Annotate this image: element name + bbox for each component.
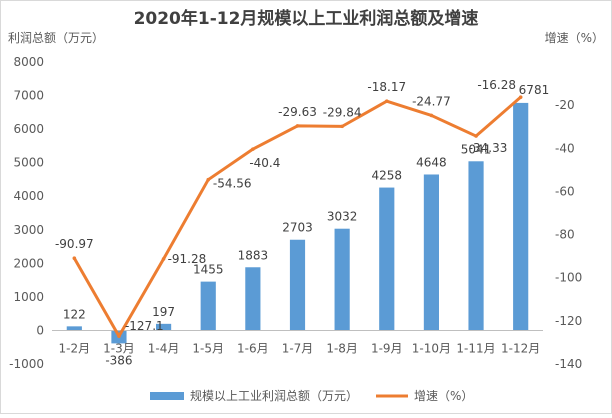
x-tick-label: 1-4月 bbox=[148, 341, 180, 355]
line-data-label: -24.77 bbox=[412, 94, 451, 108]
x-tick-label: 1-6月 bbox=[237, 341, 269, 355]
line-point bbox=[340, 124, 344, 129]
y-left-tick-label: 3000 bbox=[13, 223, 44, 237]
bar-data-label: 4258 bbox=[371, 169, 402, 183]
x-tick-label: 1-8月 bbox=[326, 341, 358, 355]
bar-data-label: 1455 bbox=[193, 263, 224, 277]
line-point bbox=[72, 256, 77, 261]
bar bbox=[423, 174, 439, 331]
line-data-label: -91.28 bbox=[168, 252, 207, 266]
y-right-tick-label: -120 bbox=[555, 314, 582, 328]
bar bbox=[156, 323, 172, 331]
x-tick-label: 1-9月 bbox=[371, 341, 403, 355]
y-right-tick-label: -140 bbox=[555, 357, 582, 371]
line-data-label: -16.28 bbox=[477, 78, 516, 92]
bar-data-label: 122 bbox=[63, 307, 86, 321]
bar-data-label: 6781 bbox=[519, 83, 550, 97]
line-point bbox=[161, 257, 166, 261]
bar bbox=[200, 281, 216, 331]
line-data-labels: -90.97 -127.1 -91.28 -54.56 -40.4 -29.63 -29.8… bbox=[55, 78, 516, 333]
line-point bbox=[518, 95, 523, 99]
line-data-label: -40.4 bbox=[249, 156, 280, 170]
y-left-tick-label: 0 bbox=[36, 323, 44, 337]
line-point bbox=[251, 147, 255, 151]
x-tick-label: 1-11月 bbox=[456, 341, 495, 355]
bar bbox=[334, 228, 350, 331]
x-tick-label: 1-5月 bbox=[192, 341, 224, 355]
y-left-tick-label: 7000 bbox=[13, 89, 44, 103]
line-data-label: -127.1 bbox=[125, 319, 164, 333]
y-left-tick-label: 2000 bbox=[13, 256, 44, 270]
y-axis-right-label: 增速（%） bbox=[545, 31, 604, 45]
line-point bbox=[117, 334, 121, 338]
x-axis-ticks: 1-2月 1-3月 1-4月 1-5月 1-6月 1-7月 1-8月 1-9月 1-10月 1-1… bbox=[59, 341, 541, 355]
line-point bbox=[206, 177, 211, 182]
bar bbox=[468, 161, 484, 331]
line-data-label: -18.17 bbox=[367, 80, 406, 94]
line-data-label: -34.33 bbox=[469, 141, 508, 155]
legend-label-line: 增速（%） bbox=[414, 389, 473, 403]
y-axis-right: -140 -120 -100 -80 -60 -40 -20 bbox=[555, 98, 582, 371]
line-data-label: -90.97 bbox=[55, 237, 94, 251]
y-right-tick-label: -60 bbox=[555, 184, 575, 198]
bar-data-label: 1883 bbox=[238, 248, 269, 262]
x-tick-label: 1-2月 bbox=[59, 341, 91, 355]
x-tick-label: 1-12月 bbox=[501, 341, 540, 355]
y-right-tick-label: -80 bbox=[555, 228, 575, 242]
x-tick-label: 1-7月 bbox=[282, 341, 314, 355]
legend: 规模以上工业利润总额（万元） 增速（%） bbox=[150, 388, 473, 403]
y-left-tick-label: 6000 bbox=[13, 122, 44, 136]
legend-swatch-bars bbox=[150, 392, 184, 400]
bar bbox=[245, 267, 261, 331]
bar-data-label: 5041 bbox=[461, 142, 492, 156]
x-tick-label: 1-3月 bbox=[103, 341, 135, 355]
line-point bbox=[384, 99, 389, 103]
line-point bbox=[295, 124, 300, 128]
bar bbox=[289, 239, 306, 331]
x-tick-label: 1-10月 bbox=[412, 341, 451, 355]
line-data-label: -29.63 bbox=[278, 105, 317, 119]
bar-series bbox=[66, 102, 529, 344]
line-data-label: -54.56 bbox=[213, 177, 252, 191]
bar-data-label: 2703 bbox=[282, 221, 313, 235]
chart-title: 2020年1-12月规模以上工业利润总额及增速 bbox=[134, 8, 479, 29]
bar-data-labels: 122 -386 197 1455 1883 2703 3032 4258 4648 5041 67… bbox=[63, 83, 549, 368]
y-right-tick-label: -20 bbox=[555, 98, 575, 112]
bar bbox=[379, 187, 395, 331]
line-series bbox=[72, 95, 523, 338]
y-axis-left: -1000 0 1000 2000 3000 4000 5000 6000 7000 8000 bbox=[9, 55, 44, 371]
y-left-tick-label: 8000 bbox=[13, 55, 44, 69]
y-right-tick-label: -100 bbox=[555, 271, 582, 285]
bar bbox=[66, 326, 82, 331]
bar bbox=[513, 102, 529, 331]
bar-data-label: 4648 bbox=[416, 155, 447, 169]
bar-data-label: -386 bbox=[105, 353, 132, 367]
y-left-tick-label: 4000 bbox=[13, 189, 44, 203]
y-left-tick-label: 1000 bbox=[13, 290, 44, 304]
line-point bbox=[429, 113, 434, 118]
line-point bbox=[474, 134, 478, 138]
legend-label-bars: 规模以上工业利润总额（万元） bbox=[190, 388, 358, 403]
line-data-label: -29.84 bbox=[323, 105, 362, 119]
bar-data-label: 3032 bbox=[327, 210, 358, 224]
y-right-tick-label: -40 bbox=[555, 141, 575, 155]
y-left-tick-label: 5000 bbox=[13, 156, 44, 170]
y-left-tick-label: -1000 bbox=[9, 357, 44, 371]
bar-data-label: 197 bbox=[152, 305, 175, 319]
y-axis-left-label: 利润总额（万元） bbox=[8, 31, 104, 45]
